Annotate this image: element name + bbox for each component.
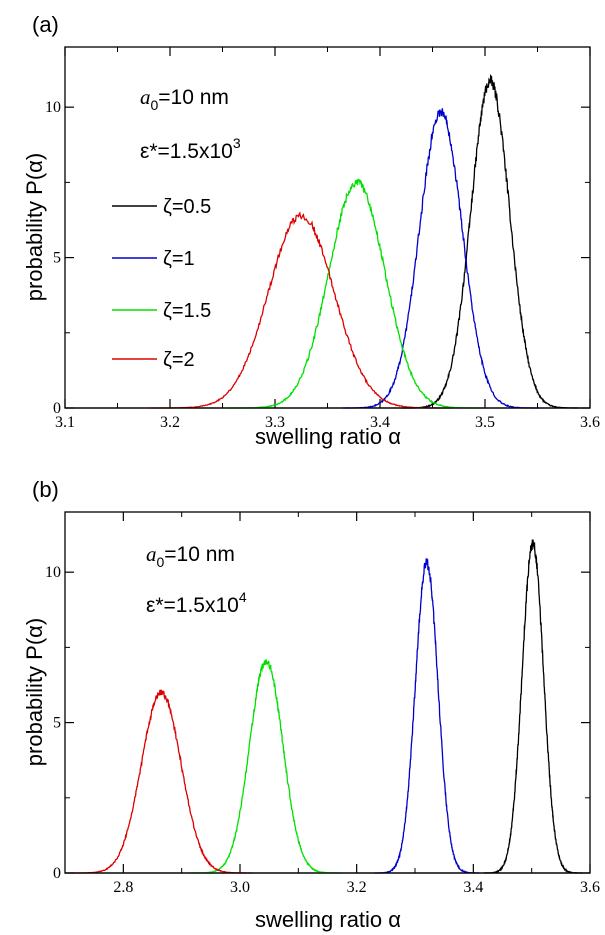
x-tick-label: 3.5 xyxy=(475,414,495,431)
series-line-2 xyxy=(374,558,480,874)
x-axis-label-b: swelling ratio α xyxy=(255,907,401,932)
annotation-a0-a: a0=10 nm xyxy=(140,85,229,113)
x-tick-label: 3.6 xyxy=(580,879,600,896)
eps-base-b: ε*=1.5x10 xyxy=(146,594,239,617)
y-axis-label-a: probability P(α) xyxy=(22,153,47,301)
legend-a: ζ=0.5 ζ=1 ζ=1.5 ζ=2 xyxy=(112,196,211,371)
panel-label-a: (a) xyxy=(32,12,59,37)
x-tick-label: 3.4 xyxy=(370,414,390,431)
eps-exp-a: 3 xyxy=(233,135,241,151)
legend-label-1: ζ=0.5 xyxy=(163,196,211,218)
series-line-1 xyxy=(483,539,583,874)
eps-base-a: ε*=1.5x10 xyxy=(140,140,233,163)
x-tick-label: 3.6 xyxy=(580,414,600,431)
a0-sub-a: 0 xyxy=(151,97,159,113)
legend-label-2: ζ=1 xyxy=(163,248,195,270)
curves-b xyxy=(65,539,590,874)
series-line-4 xyxy=(70,689,253,874)
plot-frame-b xyxy=(64,511,591,874)
y-tick-label: 10 xyxy=(45,99,61,116)
x-tick-label: 3.4 xyxy=(463,879,483,896)
annotation-epsilon-a: ε*=1.5x103 xyxy=(140,135,241,163)
y-axis-label-b: probability P(α) xyxy=(22,618,47,766)
annotation-epsilon-b: ε*=1.5x104 xyxy=(146,589,247,617)
y-tick-label: 5 xyxy=(53,250,61,267)
legend-label-3: ζ=1.5 xyxy=(163,300,211,322)
ticks-b: 2.8 3.0 3.2 3.4 3.6 0 5 10 xyxy=(45,512,600,896)
x-tick-label: 3.2 xyxy=(347,879,367,896)
ticks-a: 3.1 3.2 3.3 3.4 3.5 3.6 0 5 10 xyxy=(45,47,600,431)
y-tick-label: 0 xyxy=(53,400,61,417)
x-axis-label-a: swelling ratio α xyxy=(255,424,401,449)
y-tick-label: 0 xyxy=(53,865,61,882)
series-line-4 xyxy=(150,211,452,409)
y-tick-label: 10 xyxy=(45,564,61,581)
curves-a xyxy=(65,73,590,409)
a0-value-b: =10 nm xyxy=(164,543,235,566)
panel-a: (a) 3.1 3.2 3.3 3.4 3.5 3.6 0 5 10 swelling rati… xyxy=(22,12,600,449)
x-tick-label: 2.8 xyxy=(113,879,133,896)
panel-b: (b) 2.8 3.0 3.2 3.4 3.6 0 5 10 swelling ratio α… xyxy=(22,477,600,932)
a0-symbol-b: a xyxy=(146,542,157,566)
a0-sub-b: 0 xyxy=(157,554,165,570)
eps-exp-b: 4 xyxy=(239,589,247,605)
series-line-3 xyxy=(189,659,343,874)
series-line-2 xyxy=(342,108,539,409)
y-tick-label: 5 xyxy=(53,715,61,732)
annotation-a0-b: a0=10 nm xyxy=(146,542,235,570)
x-tick-label: 3.0 xyxy=(230,879,250,896)
x-tick-label: 3.1 xyxy=(55,414,75,431)
a0-value-a: =10 nm xyxy=(158,86,229,109)
a0-symbol-a: a xyxy=(140,85,151,109)
x-tick-label: 3.2 xyxy=(160,414,180,431)
legend-label-4: ζ=2 xyxy=(163,349,195,371)
panel-label-b: (b) xyxy=(32,477,59,502)
series-line-3 xyxy=(227,178,486,409)
x-tick-label: 3.3 xyxy=(265,414,285,431)
series-line-1 xyxy=(401,73,580,409)
